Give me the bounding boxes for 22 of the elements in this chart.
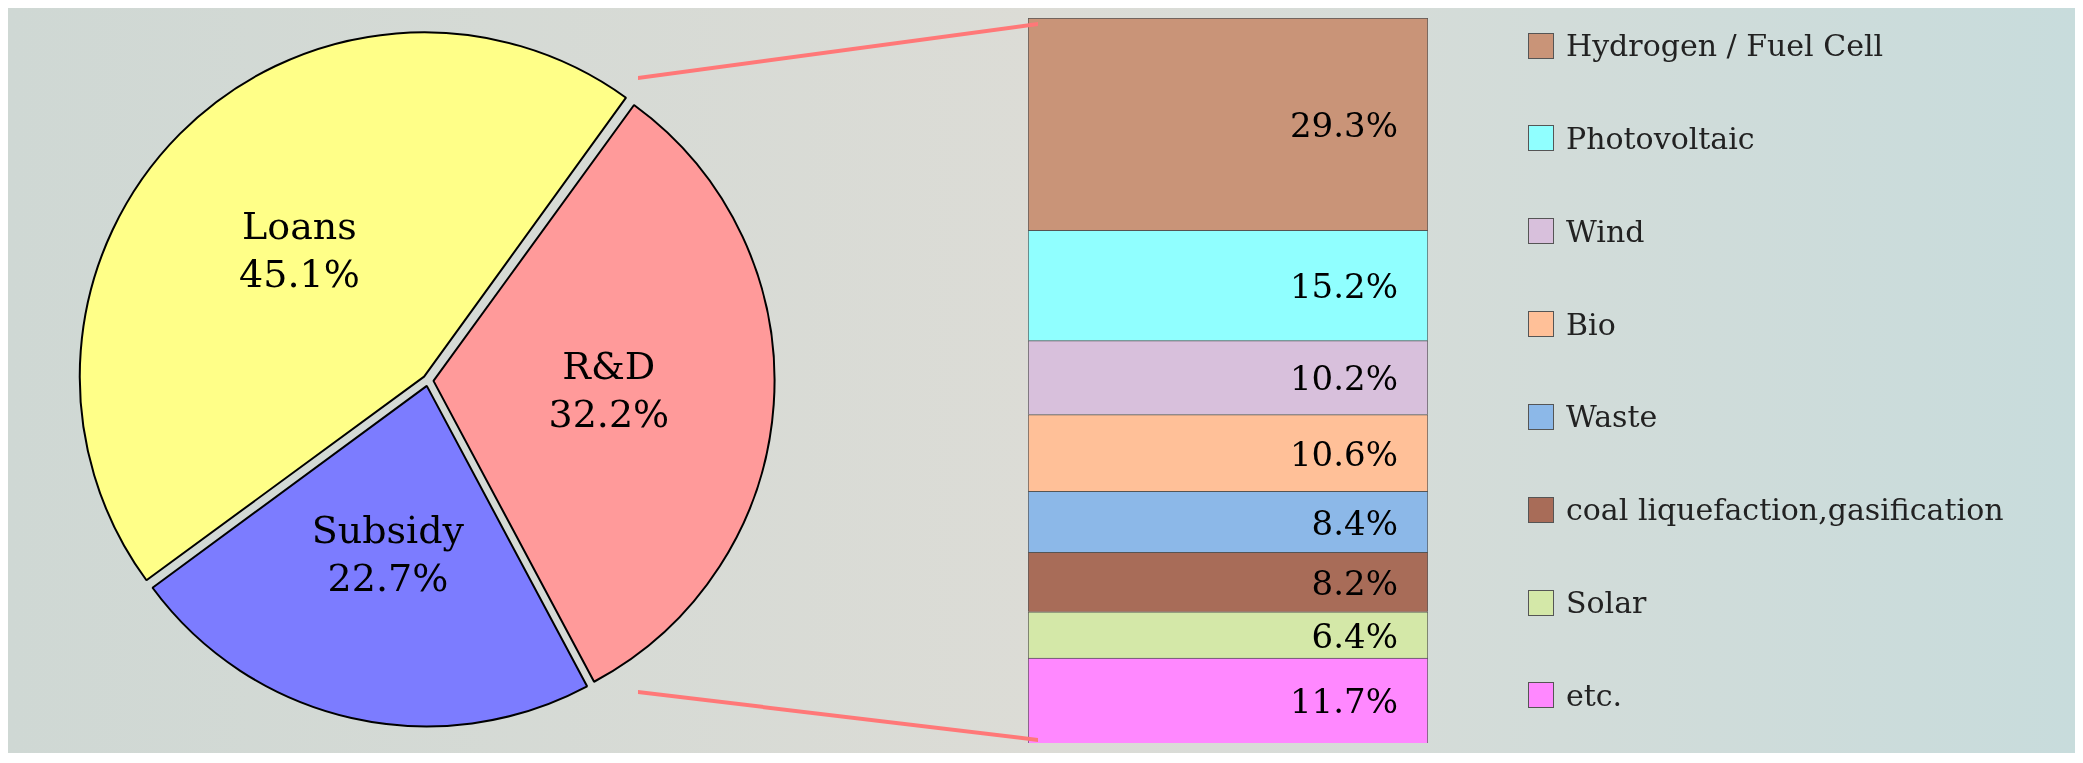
legend-label: coal liquefaction,gasification [1566,492,2004,528]
data-label: 32.2% [548,391,670,436]
data-label: 8.4% [1311,502,1398,543]
data-label: 15.2% [1289,266,1398,307]
slice-label: Subsidy [311,508,465,553]
legend-label: Waste [1566,399,1658,435]
data-label: 8.2% [1311,562,1398,603]
legend-label: Photovoltaic [1566,120,1755,156]
data-label: 11.7% [1289,681,1398,722]
data-label: 45.1% [239,251,360,296]
data-label: 6.4% [1311,615,1398,656]
legend-label: Solar [1566,585,1647,621]
legend-label: Wind [1566,213,1645,249]
data-label: 10.6% [1289,433,1398,474]
legend-label: etc. [1566,677,1623,713]
data-label: 22.7% [327,556,449,601]
data-label: 29.3% [1289,105,1398,146]
slice-label: R&D [562,343,656,388]
slice-label: Loans [242,203,357,248]
text: Hydrogen / Fuel Cell [1566,28,1884,63]
data-label: 10.2% [1289,358,1398,399]
legend-label: Bio [1566,306,1616,342]
